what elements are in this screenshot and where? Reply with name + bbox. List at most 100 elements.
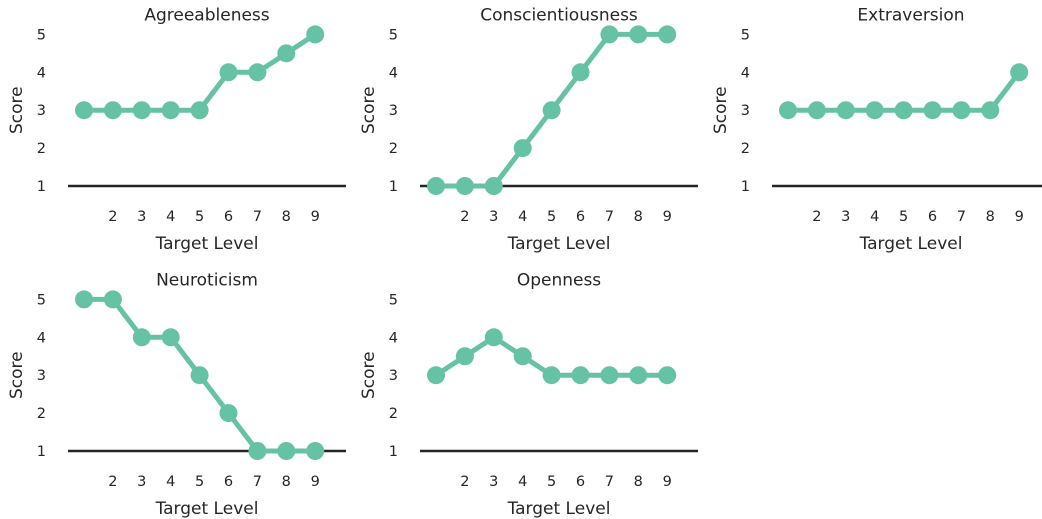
data-point (836, 101, 855, 120)
x-tick-label: 2 (460, 209, 469, 225)
x-tick-label: 9 (1015, 209, 1024, 225)
panel-conscientiousness: Conscientiousness 1 2 3 4 5 Score 2 3 4 5 6 7 8 9 Targe… (359, 5, 698, 254)
data-point (75, 290, 93, 309)
data-point (161, 101, 180, 120)
x-tick-label: 6 (224, 474, 233, 490)
data-point (807, 101, 826, 120)
x-tick-label: 4 (870, 209, 879, 225)
y-tick-label: 1 (37, 444, 46, 460)
data-point (161, 328, 180, 347)
x-tick-label: 2 (812, 209, 821, 225)
x-tick-label: 2 (460, 474, 469, 490)
data-point (542, 366, 561, 385)
y-tick-label: 2 (37, 406, 46, 422)
data-point (248, 442, 267, 460)
y-axis-label: Score (7, 351, 27, 399)
x-tick-label: 6 (224, 209, 233, 225)
x-tick-label: 3 (489, 474, 498, 490)
data-point (658, 25, 677, 44)
x-tick-label: 3 (137, 474, 146, 490)
data-point (455, 177, 474, 195)
data-point (629, 25, 648, 44)
data-point (923, 101, 942, 120)
panel-agreeableness: Agreeableness 1 2 3 4 5 Score 2 3 4 5 6 7 8 9 Target Le… (7, 5, 346, 254)
x-axis-label: Target Level (507, 234, 611, 254)
data-point (484, 177, 503, 195)
data-point (571, 63, 590, 82)
y-tick-label: 1 (389, 444, 398, 460)
y-tick-label: 4 (37, 65, 46, 81)
x-tick-label: 7 (957, 209, 966, 225)
y-axis-label: Score (7, 86, 27, 134)
panel-neuroticism: Neuroticism 1 2 3 4 5 Score 2 3 4 5 6 7 8 9 Target Leve… (7, 270, 346, 519)
y-tick-label: 5 (389, 292, 398, 308)
y-tick-label: 3 (389, 103, 398, 119)
x-axis-label: Target Level (507, 499, 611, 519)
x-tick-label: 7 (253, 474, 262, 490)
data-point (132, 101, 151, 120)
data-point (894, 101, 913, 120)
x-axis-label: Target Level (155, 499, 259, 519)
y-tick-label: 3 (37, 368, 46, 384)
panel-extraversion: Extraversion 1 2 3 4 5 Score 2 3 4 5 6 7 8 9 Target Lev… (711, 5, 1042, 254)
x-tick-label: 5 (899, 209, 908, 225)
x-tick-label: 4 (518, 474, 527, 490)
y-tick-label: 5 (37, 292, 46, 308)
y-tick-label: 2 (389, 141, 398, 157)
x-tick-label: 6 (928, 209, 937, 225)
x-tick-label: 7 (605, 209, 614, 225)
y-tick-label: 1 (389, 179, 398, 195)
data-point (306, 25, 325, 44)
data-point (306, 442, 325, 460)
x-tick-label: 9 (663, 474, 672, 490)
data-point (190, 101, 209, 120)
y-axis-label: Score (359, 86, 379, 134)
x-tick-label: 5 (195, 209, 204, 225)
x-tick-label: 8 (282, 474, 291, 490)
x-tick-label: 4 (166, 209, 175, 225)
y-tick-label: 1 (37, 179, 46, 195)
x-tick-label: 3 (841, 209, 850, 225)
data-point (277, 44, 296, 63)
data-point (190, 366, 209, 385)
x-tick-label: 7 (605, 474, 614, 490)
panel-openness: Openness 1 2 3 4 5 Score 2 3 4 5 6 7 8 9 Target Level (359, 270, 698, 519)
data-point (571, 366, 590, 385)
data-point (103, 101, 122, 120)
data-point (427, 366, 445, 385)
data-point (427, 177, 445, 195)
x-tick-label: 5 (547, 474, 556, 490)
data-point (484, 328, 503, 347)
data-point (600, 25, 619, 44)
x-tick-label: 4 (518, 209, 527, 225)
y-tick-label: 1 (741, 179, 750, 195)
data-point (542, 101, 561, 120)
y-tick-label: 4 (37, 330, 46, 346)
y-tick-label: 2 (741, 141, 750, 157)
y-tick-label: 5 (741, 27, 750, 43)
x-tick-label: 4 (166, 474, 175, 490)
y-tick-label: 2 (389, 406, 398, 422)
x-axis-label: Target Level (859, 234, 963, 254)
data-point (277, 442, 296, 460)
panel-title: Openness (517, 270, 601, 290)
series-line (81, 31, 318, 113)
y-tick-label: 4 (741, 65, 750, 81)
y-tick-label: 3 (741, 103, 750, 119)
x-tick-label: 9 (663, 209, 672, 225)
y-tick-label: 3 (37, 103, 46, 119)
data-point (103, 290, 122, 309)
data-point (865, 101, 884, 120)
x-axis-label: Target Level (155, 234, 259, 254)
y-tick-label: 2 (37, 141, 46, 157)
panel-title: Agreeableness (144, 5, 269, 25)
data-point (513, 347, 532, 366)
x-tick-label: 6 (576, 209, 585, 225)
data-point (779, 101, 797, 120)
data-point (513, 139, 532, 158)
x-tick-label: 8 (634, 209, 643, 225)
data-point (248, 63, 267, 82)
panel-title: Extraversion (857, 5, 964, 25)
panel-title: Conscientiousness (480, 5, 638, 25)
